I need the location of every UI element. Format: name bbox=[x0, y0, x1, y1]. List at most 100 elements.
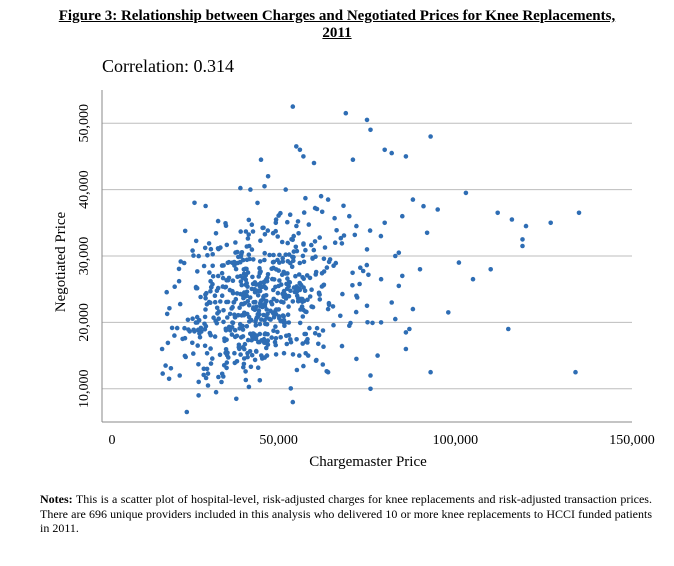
data-point bbox=[303, 331, 309, 337]
data-point bbox=[290, 104, 296, 109]
data-point bbox=[205, 253, 210, 258]
data-point bbox=[240, 345, 246, 350]
data-point bbox=[212, 334, 218, 339]
data-point bbox=[302, 288, 308, 294]
data-point bbox=[204, 302, 210, 307]
data-point bbox=[177, 301, 183, 307]
data-point bbox=[463, 190, 469, 196]
data-point bbox=[300, 341, 306, 346]
data-point bbox=[341, 203, 346, 209]
data-point bbox=[271, 315, 277, 320]
data-point bbox=[219, 293, 225, 299]
data-point bbox=[241, 295, 246, 301]
data-point bbox=[237, 305, 242, 311]
data-point bbox=[186, 327, 191, 332]
data-point bbox=[301, 298, 307, 304]
data-point bbox=[389, 300, 395, 305]
data-point bbox=[259, 284, 264, 290]
data-point bbox=[367, 228, 373, 233]
data-point bbox=[249, 222, 255, 227]
data-point bbox=[226, 259, 232, 265]
data-point bbox=[160, 371, 165, 376]
data-point bbox=[331, 263, 336, 269]
data-point bbox=[192, 329, 197, 334]
data-point bbox=[435, 207, 441, 212]
data-point bbox=[378, 320, 384, 325]
data-point bbox=[273, 324, 278, 329]
data-point bbox=[297, 147, 303, 153]
data-point bbox=[273, 352, 279, 357]
data-point bbox=[216, 246, 221, 252]
data-point bbox=[203, 375, 209, 381]
data-point bbox=[238, 279, 244, 284]
data-point bbox=[309, 242, 314, 248]
data-point bbox=[297, 260, 303, 266]
data-point bbox=[245, 299, 251, 304]
data-point bbox=[197, 331, 202, 336]
data-point bbox=[244, 324, 250, 329]
data-point bbox=[576, 210, 582, 216]
data-point bbox=[290, 237, 296, 243]
data-point bbox=[271, 252, 276, 258]
data-point bbox=[213, 231, 219, 236]
data-point bbox=[196, 253, 201, 259]
data-point bbox=[317, 297, 323, 302]
data-point bbox=[279, 272, 285, 278]
data-point bbox=[215, 285, 221, 291]
data-point bbox=[265, 311, 270, 317]
data-point bbox=[303, 309, 308, 314]
data-point bbox=[286, 304, 291, 309]
data-point bbox=[191, 351, 196, 356]
data-point bbox=[190, 316, 195, 322]
data-point bbox=[488, 267, 494, 272]
data-point bbox=[201, 372, 206, 378]
data-point bbox=[291, 233, 297, 239]
data-point bbox=[193, 320, 199, 325]
data-point bbox=[285, 293, 291, 299]
data-point bbox=[177, 373, 182, 378]
data-point bbox=[216, 316, 221, 322]
data-point bbox=[211, 315, 216, 321]
scatter-chart: Correlation: 0.314 0 50,000 100,000 150,000… bbox=[53, 56, 655, 470]
data-point bbox=[393, 253, 398, 259]
data-point bbox=[267, 316, 272, 322]
data-point bbox=[172, 333, 177, 338]
data-point bbox=[203, 292, 208, 297]
data-point bbox=[339, 241, 345, 246]
data-point bbox=[312, 331, 318, 336]
data-point bbox=[237, 321, 243, 327]
data-point bbox=[350, 157, 356, 162]
data-point bbox=[294, 293, 300, 299]
y-axis-label: Negotiated Price bbox=[53, 211, 69, 312]
data-point bbox=[353, 309, 359, 315]
data-point bbox=[311, 160, 317, 166]
data-point bbox=[358, 265, 363, 271]
data-point bbox=[214, 305, 220, 311]
data-point bbox=[400, 213, 405, 219]
grid-lines bbox=[102, 122, 632, 390]
data-point bbox=[389, 150, 395, 156]
data-point bbox=[220, 284, 226, 289]
data-point bbox=[198, 294, 203, 300]
data-point bbox=[262, 257, 267, 263]
data-point bbox=[331, 322, 336, 328]
data-point bbox=[185, 317, 191, 323]
data-point bbox=[255, 339, 261, 345]
data-point bbox=[293, 244, 299, 250]
data-point bbox=[382, 220, 388, 226]
data-point bbox=[269, 335, 275, 340]
data-point bbox=[165, 340, 171, 346]
data-point bbox=[232, 327, 238, 333]
data-point bbox=[339, 343, 345, 349]
data-point bbox=[238, 352, 243, 357]
data-point bbox=[396, 250, 402, 255]
data-point bbox=[225, 315, 230, 320]
data-point bbox=[243, 229, 249, 234]
data-point bbox=[283, 252, 289, 257]
data-point bbox=[310, 304, 316, 310]
data-point bbox=[347, 213, 352, 219]
data-point bbox=[193, 238, 199, 244]
data-point bbox=[257, 288, 263, 294]
data-point bbox=[354, 223, 359, 229]
data-point bbox=[243, 266, 248, 272]
